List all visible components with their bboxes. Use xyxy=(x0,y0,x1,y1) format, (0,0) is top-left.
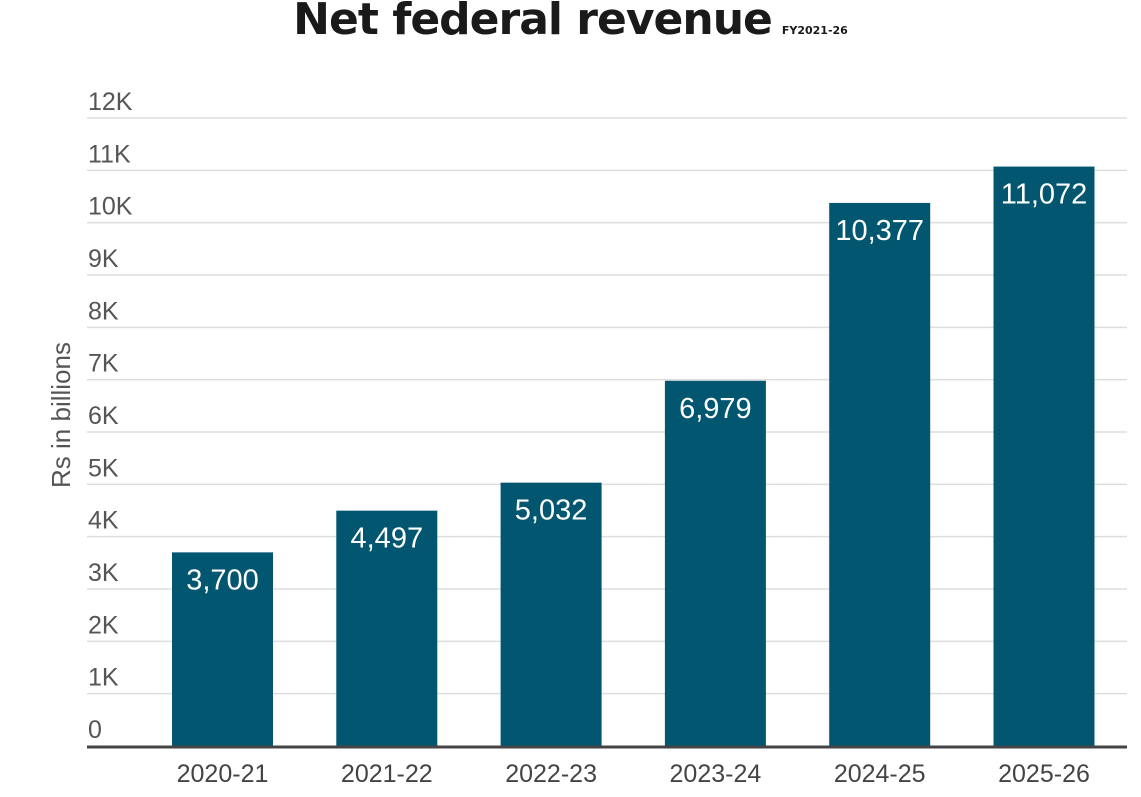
x-tick-label: 2023-24 xyxy=(670,760,762,788)
data-label: 5,032 xyxy=(515,495,588,527)
y-axis-label: Rs in billions xyxy=(46,342,76,488)
bar-2022-23 xyxy=(500,482,602,746)
y-tick-label: 0 xyxy=(88,716,102,744)
bar-2024-25 xyxy=(829,202,931,746)
data-label: 3,700 xyxy=(186,564,259,596)
y-tick-label: 1K xyxy=(88,664,119,692)
y-tick-label: 8K xyxy=(88,297,119,325)
data-label: 11,072 xyxy=(1001,179,1088,211)
data-label: 4,497 xyxy=(351,523,424,555)
bar-2025-26 xyxy=(993,166,1095,747)
bar-2020-21 xyxy=(172,552,273,746)
chart-subtitle: FY2021-26 xyxy=(781,24,848,37)
y-tick-label: 7K xyxy=(88,350,119,378)
y-tick-label: 11K xyxy=(88,140,131,168)
y-tick-label: 9K xyxy=(88,245,119,273)
y-tick-label: 12K xyxy=(88,88,133,116)
y-tick-label: 6K xyxy=(88,402,119,430)
y-tick-label: 4K xyxy=(88,507,119,535)
y-tick-label: 3K xyxy=(88,559,119,587)
x-tick-label: 2021-22 xyxy=(341,760,433,788)
bar-2021-22 xyxy=(336,510,438,746)
chart-title: Net federal revenue xyxy=(293,0,773,45)
x-tick-label: 2020-21 xyxy=(177,760,269,788)
data-label: 6,979 xyxy=(679,393,752,425)
x-tick-label: 2025-26 xyxy=(998,760,1090,788)
y-tick-label: 5K xyxy=(88,454,119,482)
bar-2023-24 xyxy=(664,380,766,746)
chart-title-block: Net federal revenue FY2021-26 xyxy=(0,0,1141,45)
x-tick-label: 2022-23 xyxy=(505,760,597,788)
data-label: 10,377 xyxy=(835,215,924,247)
y-tick-label: 10K xyxy=(88,193,133,221)
y-tick-label: 2K xyxy=(88,611,119,639)
x-tick-label: 2024-25 xyxy=(834,760,926,788)
